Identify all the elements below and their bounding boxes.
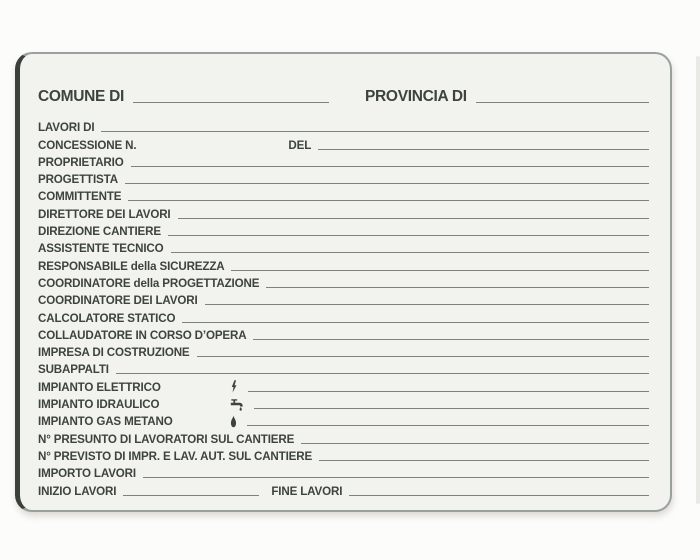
fill-in-line [142, 477, 649, 479]
comune-fill-in-line [133, 102, 329, 103]
lightning-icon [230, 380, 238, 393]
field-label: CONCESSIONE N. [38, 138, 137, 152]
form-row: N° PRESUNTO DI LAVORATORI SUL CANTIERE [38, 429, 651, 446]
construction-sign-card: COMUNE DI PROVINCIA DI LAVORI DI CONCESSI… [15, 52, 672, 512]
provincia-fill-in-line [475, 102, 649, 103]
form-row: RESPONSABILE della SICUREZZA [38, 256, 651, 273]
form-row: SUBAPPALTI [38, 360, 651, 377]
form-row: ASSISTENTE TECNICO [38, 239, 651, 256]
field-label: IMPIANTO GAS METANO [38, 415, 173, 429]
form-row: COORDINATORE DEI LAVORI [38, 291, 651, 308]
provincia-label: PROVINCIA DI [365, 88, 467, 105]
fill-in-line [253, 338, 649, 340]
fill-in-line [170, 252, 649, 254]
field-label: DIRETTORE DEI LAVORI [38, 207, 171, 221]
fill-in-line [247, 425, 649, 427]
field-label: IMPORTO LAVORI [38, 467, 136, 481]
form-row: PROGETTISTA [38, 170, 651, 187]
fill-in-line [196, 356, 649, 358]
faucet-icon [230, 398, 244, 411]
form-row: COORDINATORE della PROGETTAZIONE [38, 274, 651, 291]
fill-in-line [167, 235, 649, 237]
field-label: CALCOLATORE STATICO [38, 311, 176, 325]
field-label: COORDINATORE DEI LAVORI [38, 294, 198, 308]
fill-in-line [204, 304, 649, 306]
header: COMUNE DI PROVINCIA DI [38, 84, 651, 106]
form-row: N° PREVISTO DI IMPR. E LAV. AUT. SUL CAN… [38, 447, 651, 464]
form-row: DIRETTORE DEI LAVORI [38, 204, 651, 221]
field-label: N° PREVISTO DI IMPR. E LAV. AUT. SUL CAN… [38, 449, 313, 463]
form-rows: LAVORI DI CONCESSIONE N. DEL PROPRIETARIO PR… [38, 118, 651, 499]
field-label: DIREZIONE CANTIERE [38, 225, 161, 239]
fill-in-line [101, 131, 649, 133]
form-row: COLLAUDATORE IN CORSO D’OPERA [38, 326, 651, 343]
flame-icon [230, 415, 237, 428]
fill-in-line [254, 408, 649, 410]
fill-in-line [115, 373, 649, 375]
field-label: LAVORI DI [38, 121, 95, 135]
form-row: IMPIANTO ELETTRICO [38, 377, 651, 394]
field-label: DEL [288, 138, 312, 152]
fill-in-line [266, 286, 649, 288]
form-row: COMMITTENTE [38, 187, 651, 204]
field-label: IMPIANTO ELETTRICO [38, 380, 161, 394]
form-row: LAVORI DI [38, 118, 651, 135]
fill-in-line [349, 494, 649, 496]
form-row: CONCESSIONE N. DEL [38, 135, 651, 152]
field-label: INIZIO LAVORI [38, 484, 117, 498]
field-label: IMPRESA DI COSTRUZIONE [38, 346, 190, 360]
form-row: IMPIANTO GAS METANO [38, 412, 651, 429]
fill-in-line [301, 442, 649, 444]
field-label: N° PRESUNTO DI LAVORATORI SUL CANTIERE [38, 432, 295, 446]
fill-in-line [128, 200, 649, 202]
fill-in-line [123, 494, 260, 496]
field-label: PROGETTISTA [38, 173, 118, 187]
field-label: RESPONSABILE della SICUREZZA [38, 259, 225, 273]
field-label: IMPIANTO IDRAULICO [38, 398, 160, 412]
form-row: IMPORTO LAVORI [38, 464, 651, 481]
fill-in-line [248, 390, 649, 392]
field-label: COLLAUDATORE IN CORSO D’OPERA [38, 328, 247, 342]
fill-in-line [177, 217, 649, 219]
field-label: SUBAPPALTI [38, 363, 109, 377]
form-row: CALCOLATORE STATICO [38, 308, 651, 325]
fill-in-line [130, 165, 649, 167]
form-row: IMPIANTO IDRAULICO [38, 395, 651, 412]
field-label: PROPRIETARIO [38, 155, 124, 169]
field-label: ASSISTENTE TECNICO [38, 242, 164, 256]
form-row: INIZIO LAVORI FINE LAVORI [38, 481, 651, 498]
fill-in-line [182, 321, 649, 323]
field-label: FINE LAVORI [271, 484, 343, 498]
form-row: PROPRIETARIO [38, 153, 651, 170]
form-row: DIREZIONE CANTIERE [38, 222, 651, 239]
comune-label: COMUNE DI [38, 88, 124, 105]
fill-in-line [124, 183, 649, 185]
adjacent-page-edge [696, 56, 700, 504]
field-label: COORDINATORE della PROGETTAZIONE [38, 276, 260, 290]
field-label: COMMITTENTE [38, 190, 122, 204]
form-row: IMPRESA DI COSTRUZIONE [38, 343, 651, 360]
fill-in-line [319, 459, 649, 461]
fill-in-line [231, 269, 649, 271]
fill-in-line [318, 148, 649, 150]
